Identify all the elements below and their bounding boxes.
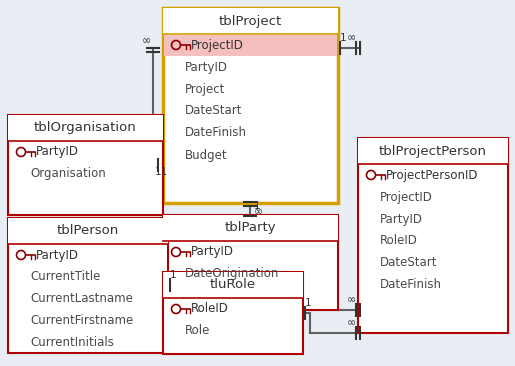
Text: PartyID: PartyID [191,246,234,258]
Text: CurrentInitials: CurrentInitials [30,336,114,350]
Text: ∞: ∞ [142,36,151,46]
Text: Role: Role [185,325,210,337]
Text: 1: 1 [254,201,261,211]
Bar [8,115,163,215]
Bar [358,138,508,333]
Text: ProjectID: ProjectID [380,190,433,203]
Text: ProjectPersonID: ProjectPersonID [386,168,478,182]
Text: Project: Project [185,82,226,96]
Text: DateStart: DateStart [380,257,438,269]
Text: ProjectID: ProjectID [191,38,244,52]
Bar [163,8,338,203]
Text: Budget: Budget [185,149,228,161]
Text: 1: 1 [170,270,177,280]
Text: 1: 1 [305,298,312,308]
Text: ∞: ∞ [347,33,356,43]
Text: 11: 11 [155,167,168,177]
Bar [8,218,168,353]
Text: DateFinish: DateFinish [380,279,442,291]
Bar [163,215,338,241]
Bar [8,115,163,141]
Text: Organisation: Organisation [30,168,106,180]
Bar [163,215,338,310]
Text: tblProjectPerson: tblProjectPerson [379,145,487,157]
Text: CurrentFirstname: CurrentFirstname [30,314,133,328]
Text: DateStart: DateStart [185,105,243,117]
Bar [164,35,337,56]
Text: tblProject: tblProject [219,15,282,27]
Text: tblPerson: tblPerson [57,224,119,238]
Text: DateOrigination: DateOrigination [185,268,279,280]
Text: tblParty: tblParty [225,221,277,235]
Text: PartyID: PartyID [36,146,79,158]
Text: PartyID: PartyID [185,60,228,74]
Bar [358,138,508,164]
Text: 1: 1 [340,33,347,43]
Text: CurrentLastname: CurrentLastname [30,292,133,306]
Text: PartyID: PartyID [36,249,79,261]
Text: CurrentTitle: CurrentTitle [30,270,100,284]
Text: ∞: ∞ [347,318,356,328]
Bar [8,218,168,244]
Text: tluRole: tluRole [210,279,256,291]
Text: RoleID: RoleID [191,303,229,315]
Bar [163,8,338,34]
Text: tblOrganisation: tblOrganisation [34,122,137,134]
Text: ∞: ∞ [254,207,263,217]
Text: DateFinish: DateFinish [185,127,247,139]
Bar [163,272,303,354]
Text: ∞: ∞ [347,295,356,305]
Text: RoleID: RoleID [380,235,418,247]
Text: PartyID: PartyID [380,213,423,225]
Bar [163,272,303,298]
